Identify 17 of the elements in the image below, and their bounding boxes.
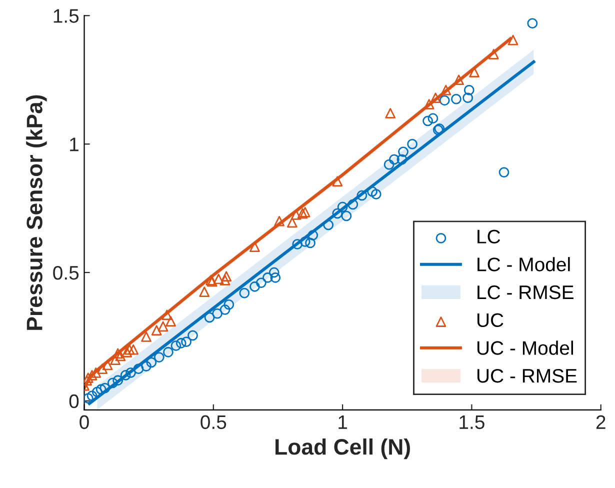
x-tick-label: 1.5: [460, 415, 484, 430]
legend-label: LC - Model: [478, 257, 570, 272]
y-tick-label: 1: [70, 138, 78, 152]
x-tick-label: 0.5: [200, 415, 226, 430]
y-axis-title: Pressure Sensor (kPa): [26, 95, 47, 330]
y-tick-label: 0.5: [53, 266, 79, 280]
x-axis-title: Load Cell (N): [276, 438, 410, 460]
y-tick-label: 0: [69, 394, 79, 408]
x-tick-label: 2: [596, 415, 606, 429]
legend-label: LC: [478, 230, 500, 244]
legend-label: UC: [477, 313, 504, 328]
y-tick-label: 1.5: [54, 9, 79, 23]
legend-label: UC - Model: [477, 340, 574, 355]
x-tick-label: 0: [80, 415, 89, 430]
legend-label: LC - RMSE: [478, 285, 574, 300]
x-tick-label: 1: [338, 415, 348, 429]
legend-label: UC - RMSE: [477, 368, 577, 383]
